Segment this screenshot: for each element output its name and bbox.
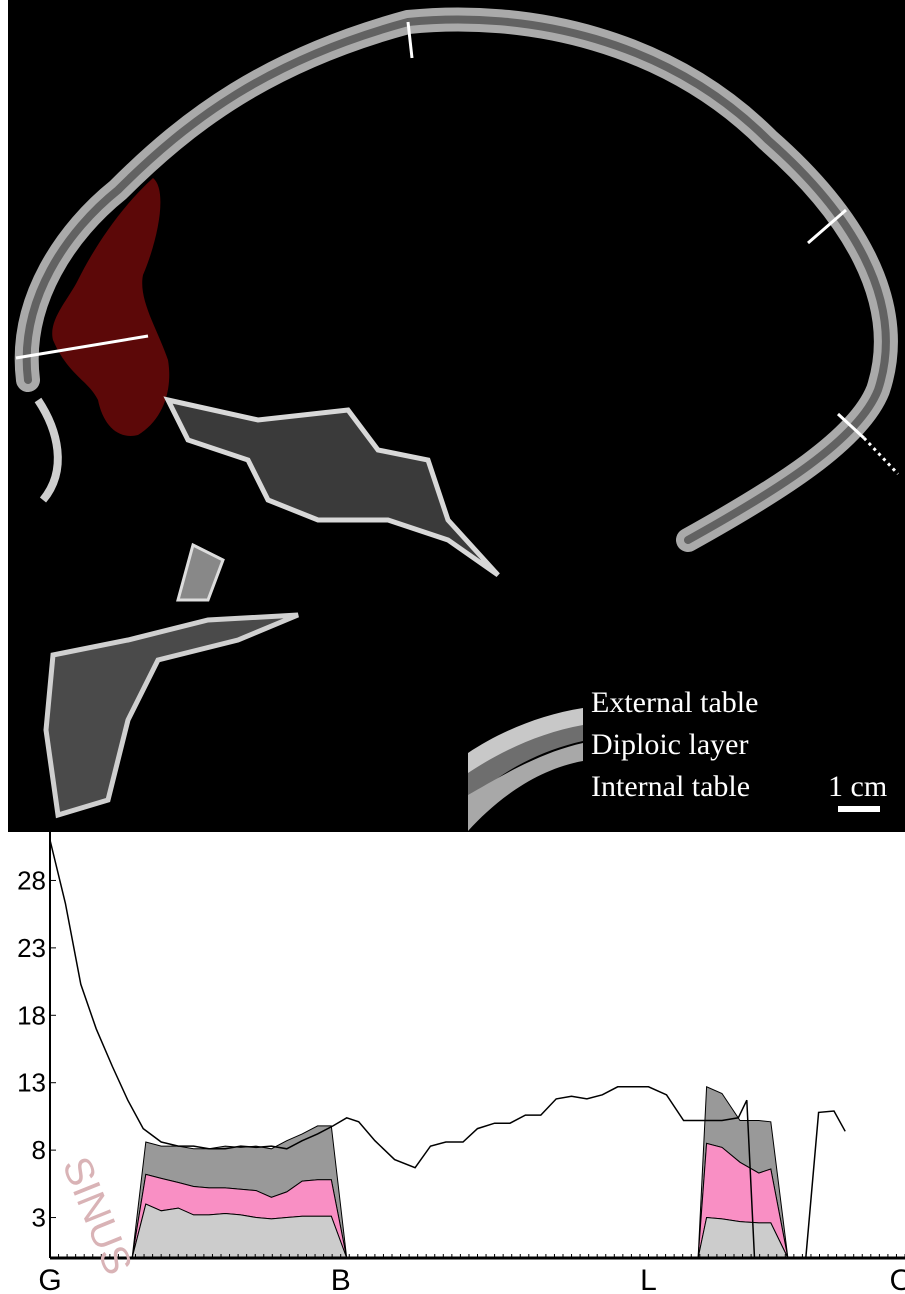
x-tick-label: B (331, 1264, 351, 1294)
section-line-opisthocranion-dotted (862, 436, 900, 476)
y-tick-label: 18 (17, 1000, 46, 1030)
facial-bones (163, 396, 500, 578)
y-tick-label: 23 (17, 933, 46, 963)
y-tick-label: 3 (32, 1203, 46, 1233)
legend-diploic-layer: Diploic layer (591, 728, 749, 761)
section-line-glabella (15, 334, 149, 360)
scale-label: 1 cm (828, 770, 888, 803)
section-line-bregma (406, 21, 414, 59)
x-minor-ticks (49, 1254, 905, 1258)
sinus-annotation: SINUS (54, 1151, 141, 1281)
total-thickness-line (49, 839, 846, 1259)
section-lambda-opisthocranion (697, 1086, 789, 1259)
x-tick-label: O (890, 1264, 905, 1294)
y-tick-labels: 3 8 13 18 23 28 (17, 865, 56, 1233)
x-tick-label: G (38, 1264, 61, 1294)
cranial-vault (14, 7, 898, 552)
mandible (43, 612, 299, 819)
frontal-sinus (52, 178, 170, 436)
scale-bar (838, 806, 880, 812)
x-tick-label: L (640, 1264, 657, 1294)
section-areas (131, 1086, 789, 1259)
y-tick-label: 8 (32, 1135, 46, 1165)
thickness-chart: 3 8 13 18 23 28 G B L O SINUS (17, 832, 905, 1294)
bone-layers-inset (468, 703, 583, 832)
legend-external-table: External table (591, 686, 759, 719)
legend-internal-table: Internal table (591, 770, 751, 803)
y-tick-label: 28 (17, 865, 46, 895)
section-line-lambda (807, 208, 847, 245)
ct-scan-panel: External table Diploic layer Internal ta… (8, 0, 905, 832)
y-tick-label: 13 (17, 1068, 46, 1098)
skull-ct-image (14, 7, 900, 819)
section-line-opisthocranion (836, 412, 866, 440)
